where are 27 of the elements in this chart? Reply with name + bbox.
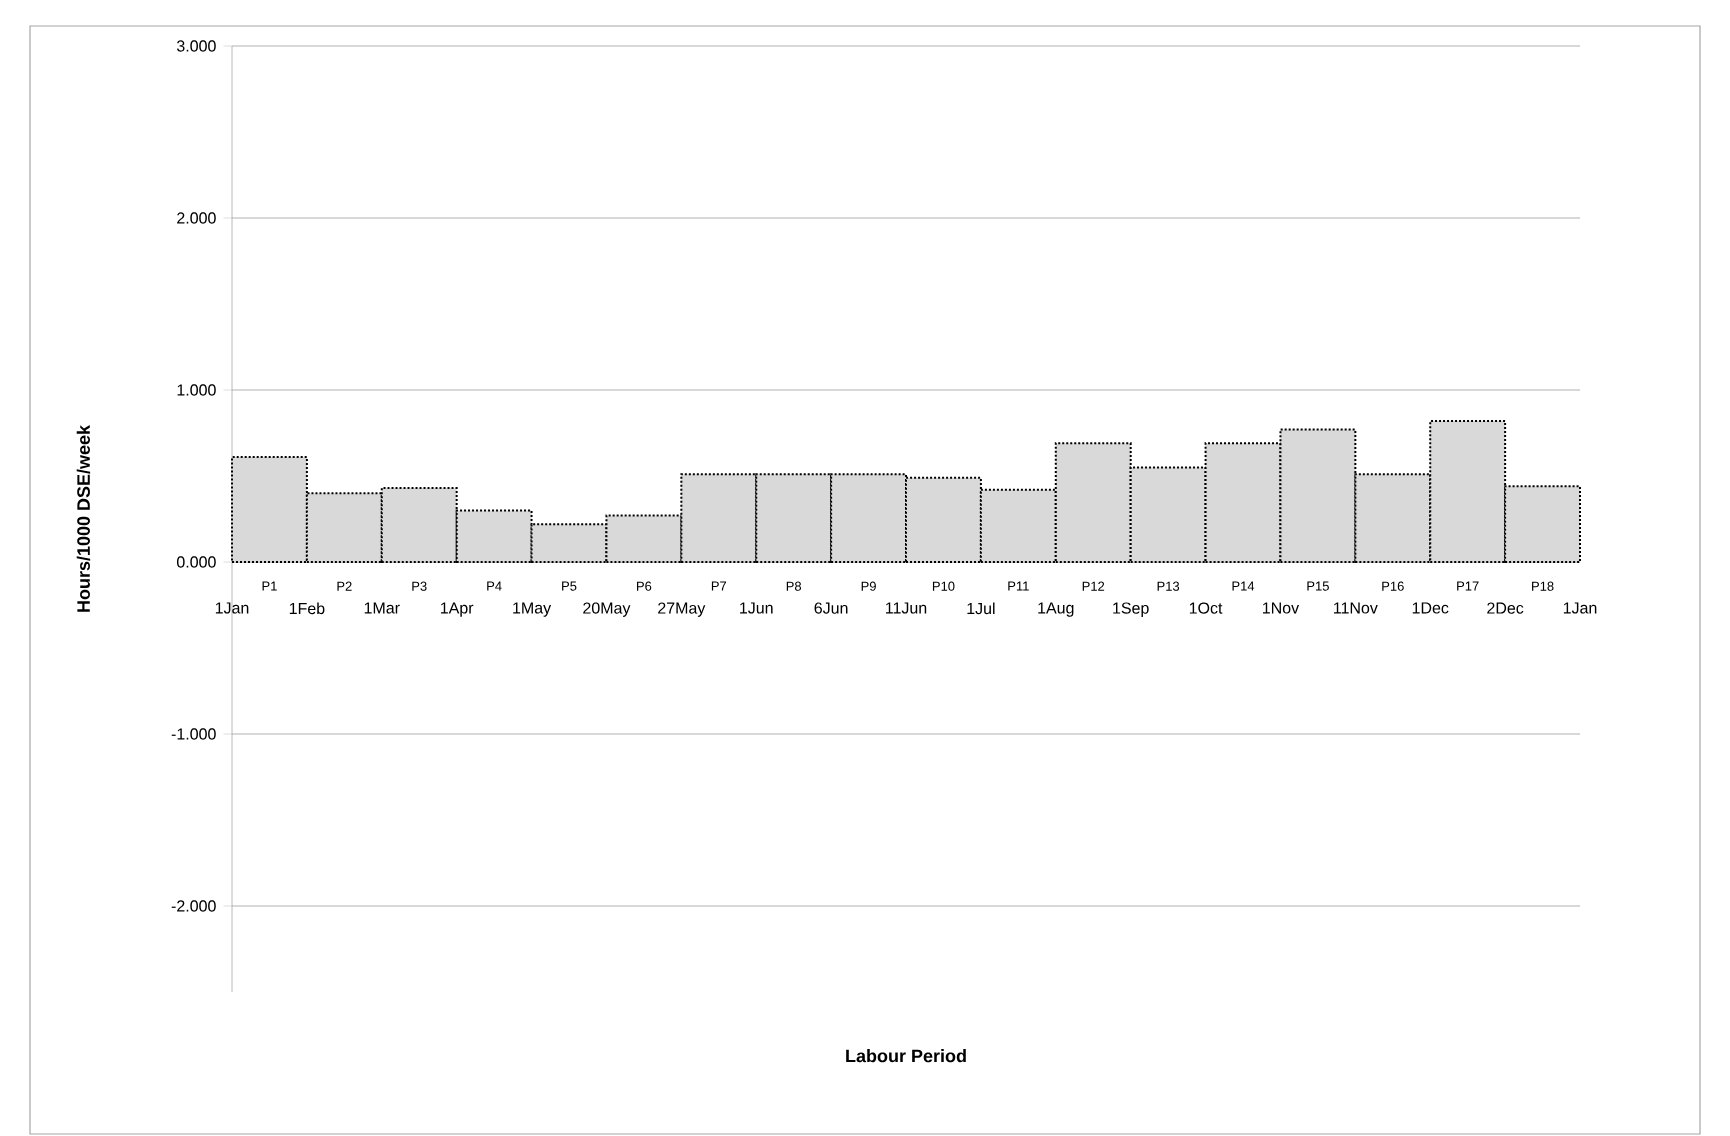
annotation: 1Jan	[1563, 602, 1597, 614]
y-tick-label: -1.000	[171, 728, 216, 740]
annotation: 1Feb	[289, 602, 325, 615]
y-tick-label: 2.000	[177, 212, 216, 224]
y-tick-label: 1.000	[177, 384, 216, 396]
annotation: 1Sep	[1113, 602, 1149, 617]
annotation: 20May	[583, 602, 631, 617]
x-axis-title: Labour Period	[846, 1049, 966, 1063]
y-axis-title: Hours/1000 DSE/week	[76, 424, 91, 612]
annotation: 2Dec	[1487, 602, 1524, 614]
y-tick-label: 3.000	[176, 40, 216, 52]
annotation: 1Jul	[967, 602, 995, 615]
annotation: 1Apr	[440, 602, 474, 617]
annotation: 1Oct	[1189, 602, 1223, 614]
annotation: 6Jun	[814, 602, 848, 614]
annotation: 1Mar	[364, 602, 400, 614]
annotation: 11Nov	[1334, 602, 1378, 614]
annotation: 1Dec	[1412, 602, 1449, 614]
annotation: 11Jun	[886, 602, 927, 614]
annotation: 27May	[658, 602, 706, 617]
y-tick-label: -2.000	[171, 900, 216, 912]
annotation: 1Nov	[1263, 602, 1300, 614]
annotation: 1Jan	[215, 602, 249, 614]
annotation: 1May	[513, 602, 552, 617]
y-tick-label: 0.000	[176, 556, 216, 568]
annotation: 1Jun	[740, 602, 773, 614]
annotation: 1Aug	[1038, 602, 1074, 617]
